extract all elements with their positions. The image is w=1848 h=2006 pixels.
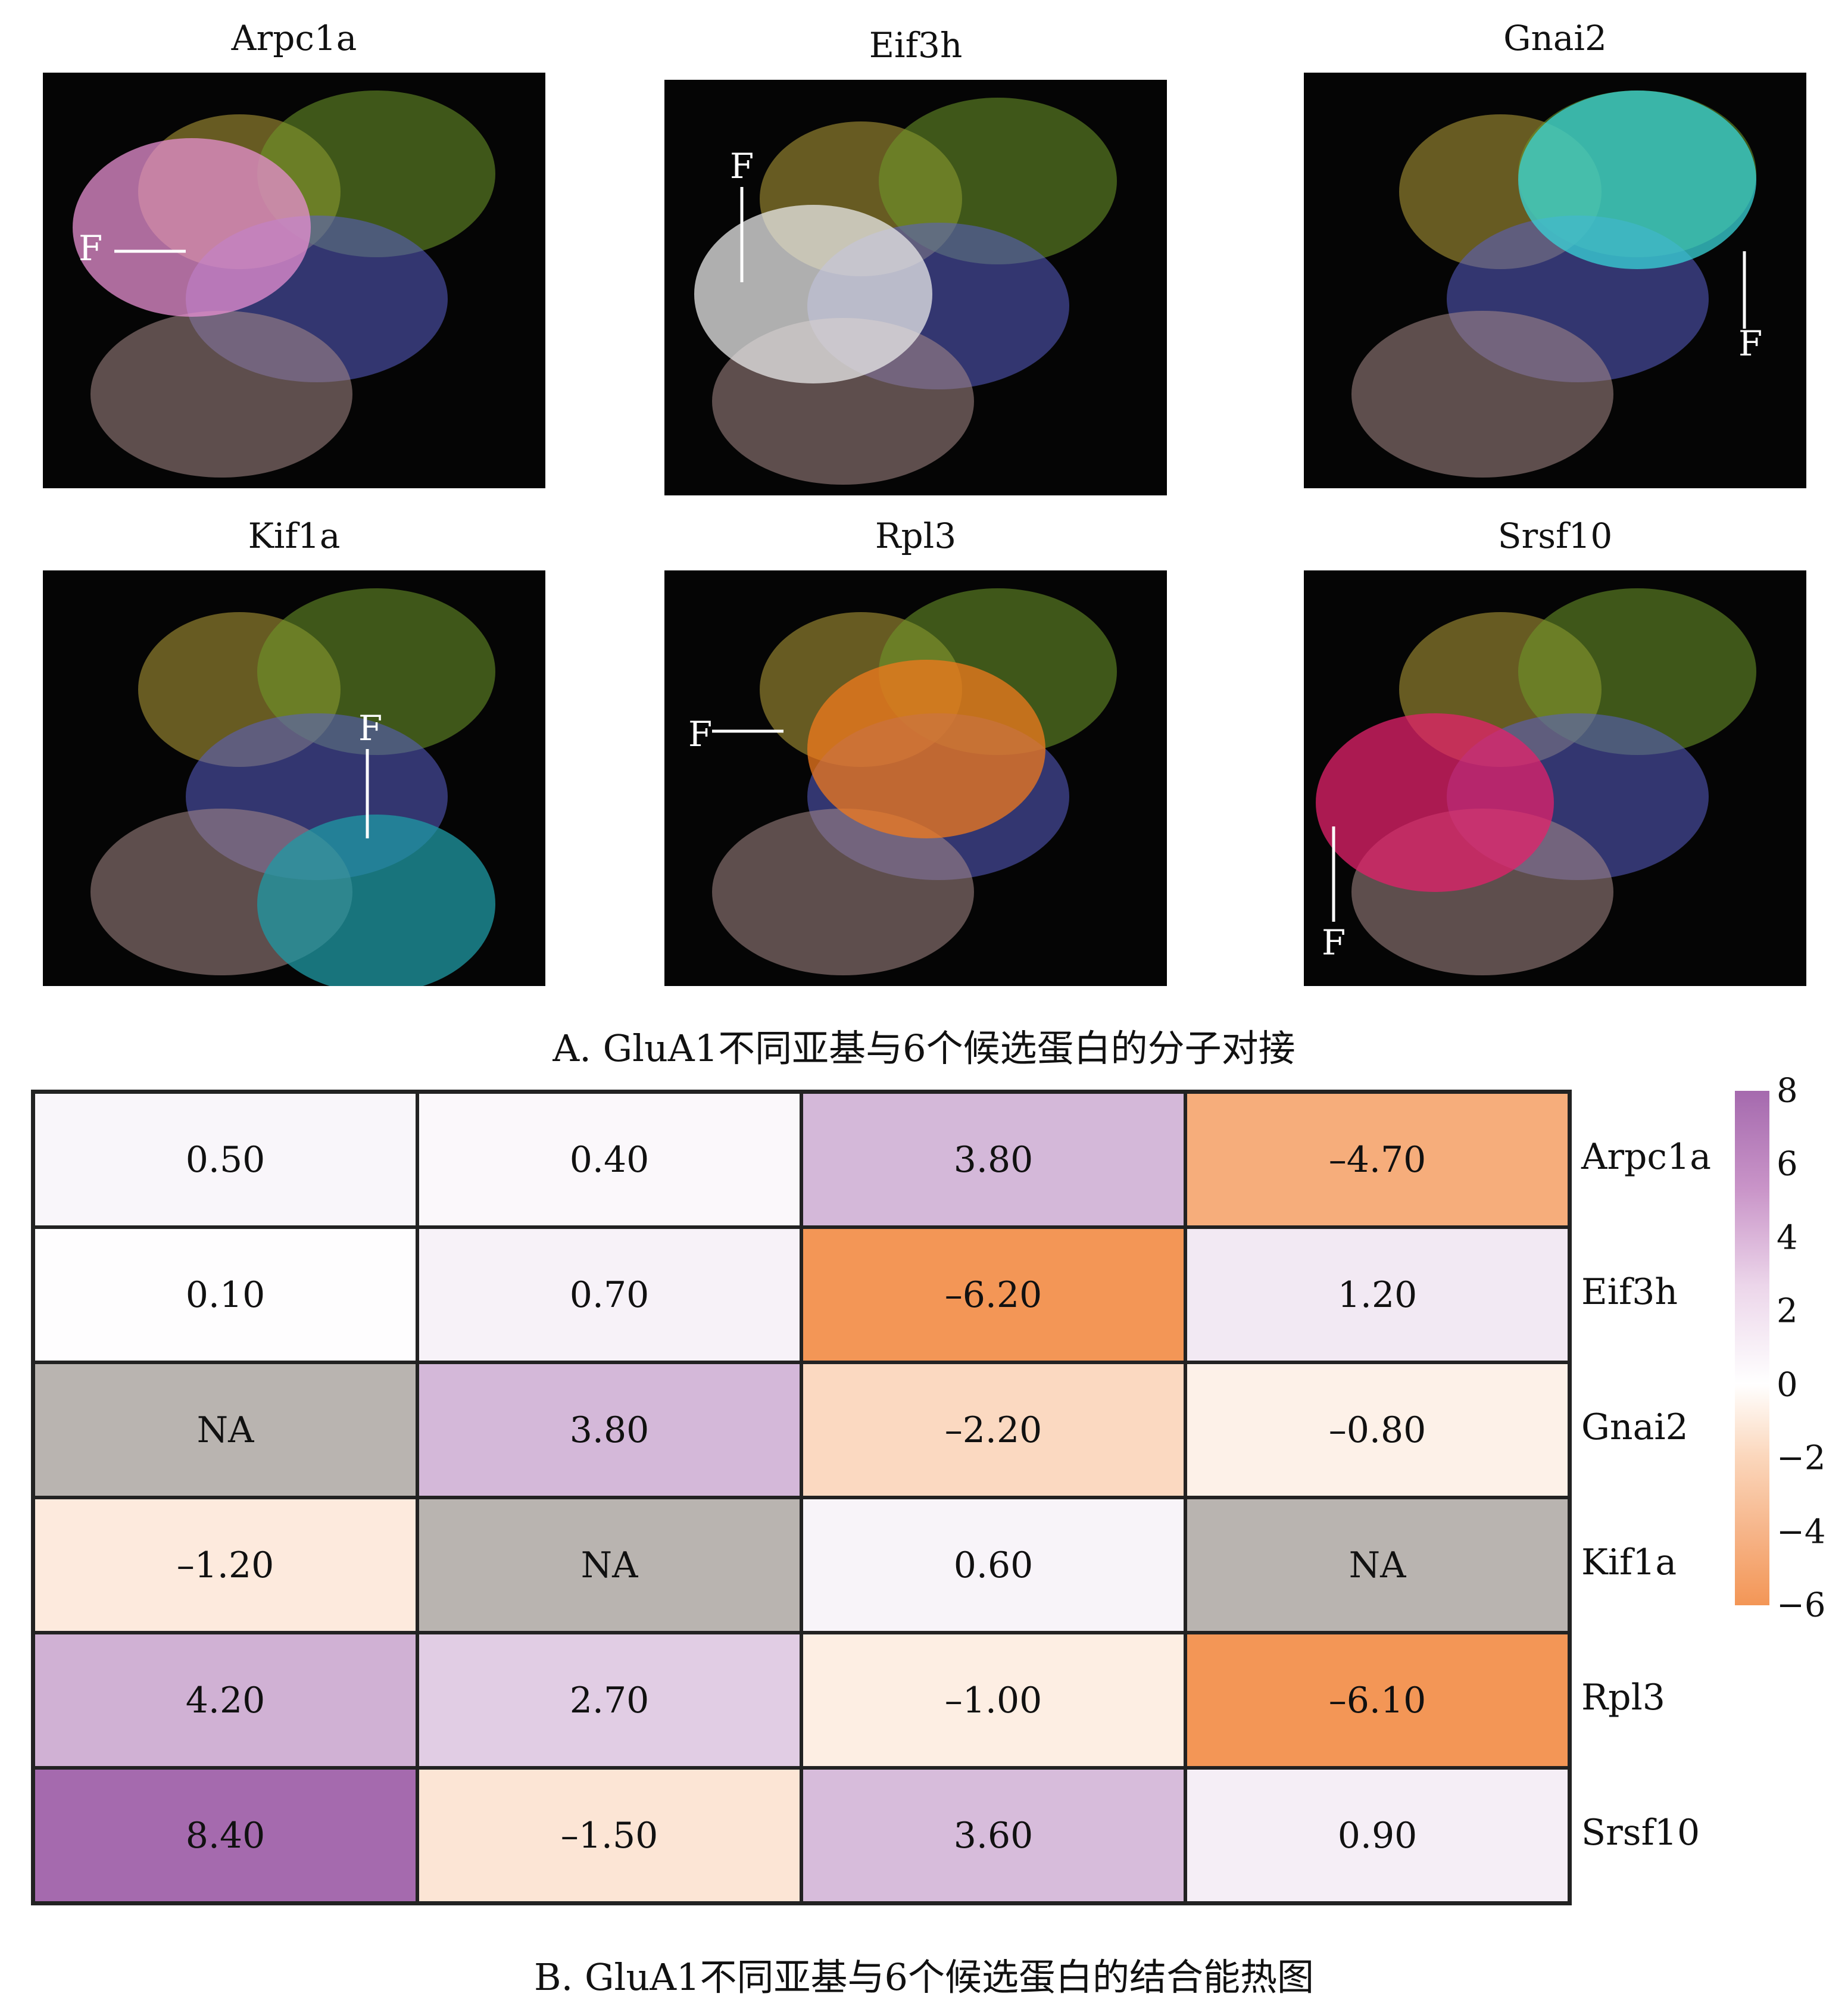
- heatmap-cell: NA: [417, 1498, 801, 1633]
- heatmap-cell: 1.20: [1185, 1227, 1569, 1362]
- f-label: F: [358, 708, 382, 748]
- heatmap-cell: 8.40: [33, 1768, 417, 1903]
- colorbar-tick-label: 4: [1777, 1218, 1798, 1258]
- docking-image-kif1a: Kif1a F: [43, 516, 545, 986]
- protein-subunit-blob: [1351, 311, 1613, 478]
- binding-energy-heatmap: 0.50 0.40 3.80 –4.70 0.10 0.70 –6.20 1.20 NA 3.80…: [31, 1090, 1572, 1905]
- docking-image-gnai2: Gnai2 F: [1304, 18, 1806, 488]
- f-label: F: [1322, 922, 1346, 963]
- heatmap-cell: 0.40: [417, 1092, 801, 1227]
- docking-image-title: Rpl3: [875, 516, 957, 556]
- colorbar-tick-label: 0: [1777, 1365, 1798, 1405]
- protein-subunit-blob: [712, 809, 974, 975]
- heatmap-row-label: Eif3h: [1581, 1271, 1678, 1313]
- f-label: F: [730, 146, 754, 186]
- heatmap-row-label: Rpl3: [1581, 1676, 1665, 1718]
- colorbar-tick-label: 8: [1777, 1071, 1798, 1110]
- protein-structure-image: F: [1304, 73, 1806, 488]
- candidate-protein-blob: [1518, 91, 1756, 269]
- heatmap-cell: 3.80: [801, 1092, 1185, 1227]
- heatmap-cell: –0.80: [1185, 1362, 1569, 1498]
- protein-structure-image: F: [1304, 570, 1806, 986]
- heatmap-row-label: Gnai2: [1581, 1406, 1688, 1448]
- heatmap-cell: –1.00: [801, 1633, 1185, 1768]
- colorbar-tick-label: 6: [1777, 1144, 1798, 1184]
- colorbar-tick-label: −2: [1777, 1439, 1826, 1478]
- docking-image-title: Kif1a: [248, 516, 341, 556]
- docking-image-arpc1a: Arpc1a F: [43, 18, 545, 488]
- docking-image-srsf10: Srsf10 F: [1304, 516, 1806, 986]
- candidate-protein-blob: [694, 205, 932, 383]
- heatmap-cell: –4.70: [1185, 1092, 1569, 1227]
- heatmap-cell: 3.60: [801, 1768, 1185, 1903]
- heatmap-cell: –1.50: [417, 1768, 801, 1903]
- docking-image-title: Eif3h: [869, 25, 963, 65]
- heatmap-cell: NA: [33, 1362, 417, 1498]
- colorbar-tick-label: 2: [1777, 1291, 1798, 1331]
- candidate-protein-blob: [257, 815, 495, 986]
- f-label: F: [79, 228, 102, 269]
- heatmap-cell: –2.20: [801, 1362, 1185, 1498]
- protein-structure-image: F: [43, 73, 545, 488]
- heatmap-cell: –1.20: [33, 1498, 417, 1633]
- heatmap-cell: 2.70: [417, 1633, 801, 1768]
- candidate-protein-blob: [1316, 713, 1554, 892]
- protein-structure-image: F: [43, 570, 545, 986]
- colorbar-tick-label: −4: [1777, 1512, 1826, 1552]
- f-label: F: [688, 714, 712, 754]
- colorbar: [1735, 1091, 1769, 1605]
- heatmap-cell: 0.90: [1185, 1768, 1569, 1903]
- heatmap-cell: 0.10: [33, 1227, 417, 1362]
- heatmap-cell: 0.60: [801, 1498, 1185, 1633]
- protein-structure-image: F: [664, 570, 1167, 986]
- heatmap-cell: 0.50: [33, 1092, 417, 1227]
- heatmap-cell: NA: [1185, 1498, 1569, 1633]
- f-label: F: [1738, 323, 1762, 364]
- heatmap-cell: –6.20: [801, 1227, 1185, 1362]
- panel-a-caption: A. GluA1不同亚基与6个候选蛋白的分子对接: [552, 1027, 1296, 1070]
- docking-image-eif3h: Eif3h F: [664, 25, 1167, 495]
- heatmap-cell: 3.80: [417, 1362, 801, 1498]
- protein-structure-image: F: [664, 80, 1167, 495]
- candidate-protein-blob: [73, 138, 311, 317]
- panel-b-caption: B. GluA1不同亚基与6个候选蛋白的结合能热图: [534, 1955, 1314, 1999]
- heatmap-row-label: Arpc1a: [1581, 1135, 1711, 1178]
- heatmap-cell: –6.10: [1185, 1633, 1569, 1768]
- heatmap-cell: 4.20: [33, 1633, 417, 1768]
- docking-image-title: Gnai2: [1503, 18, 1607, 58]
- heatmap-cell: 0.70: [417, 1227, 801, 1362]
- candidate-protein-blob: [807, 660, 1045, 838]
- heatmap-row-label: Kif1a: [1581, 1541, 1677, 1583]
- heatmap-row-label: Srsf10: [1581, 1811, 1700, 1854]
- docking-image-title: Srsf10: [1497, 516, 1613, 556]
- protein-subunit-blob: [90, 311, 352, 478]
- docking-image-rpl3: Rpl3 F: [664, 516, 1167, 986]
- docking-image-title: Arpc1a: [231, 18, 357, 58]
- colorbar-tick-label: −6: [1777, 1586, 1826, 1625]
